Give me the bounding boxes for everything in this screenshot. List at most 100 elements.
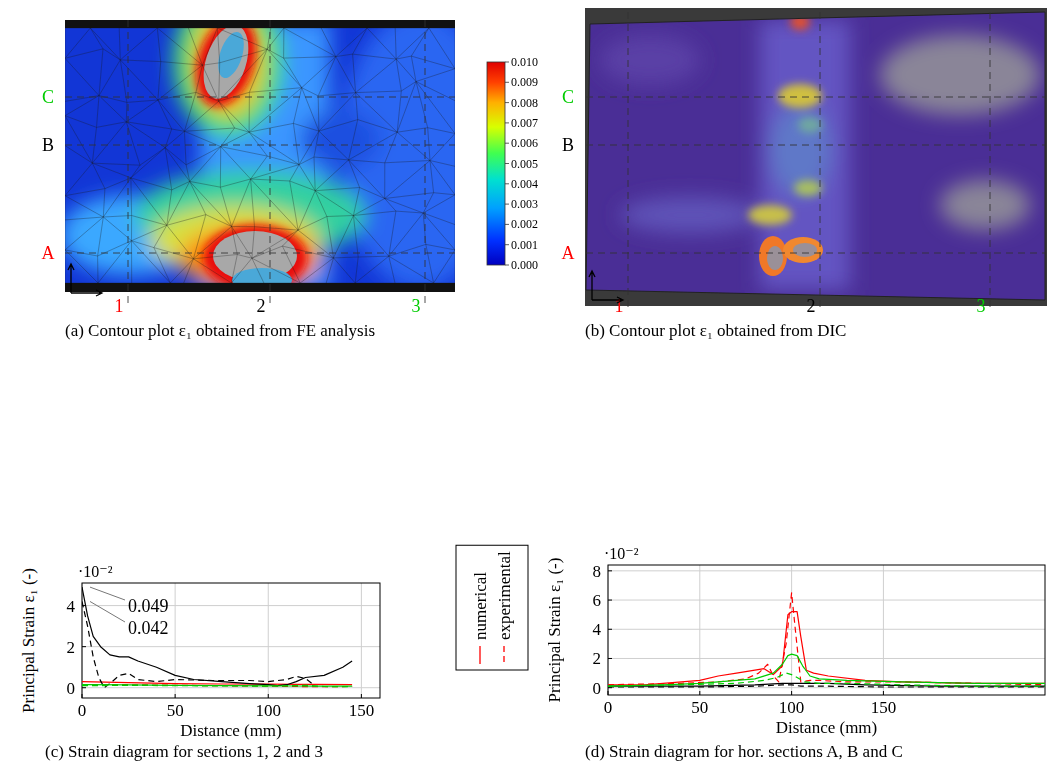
axis-multiplier: ·10⁻²	[604, 545, 639, 562]
fe-contour-panel: 0.0000.0010.0020.0030.0040.0050.0060.007…	[42, 0, 539, 340]
grid-line	[608, 600, 1045, 601]
colorbar-tick-label: 0.000	[511, 258, 538, 272]
tick-label: 8	[593, 562, 602, 581]
axis-arrow	[68, 264, 74, 293]
grid-line	[699, 565, 700, 695]
dic-hotspot	[759, 236, 787, 276]
tick-label: 50	[691, 698, 708, 717]
series-line	[608, 673, 1045, 686]
contour-field	[173, 28, 283, 137]
caption: (b) Contour plot ε₁ obtained from DIC	[585, 321, 846, 340]
dic-field	[620, 197, 760, 233]
dic-image	[585, 8, 1047, 306]
tick	[699, 691, 700, 695]
tick-label: 4	[67, 597, 76, 616]
section-label: B	[562, 135, 574, 155]
section-line	[65, 253, 455, 254]
tick	[608, 570, 612, 571]
colorbar-tick-label: 0.004	[511, 177, 538, 191]
tick-label: 100	[779, 698, 805, 717]
series-line	[82, 685, 352, 686]
caption: (c) Strain diagram for sections 1, 2 and…	[45, 742, 323, 761]
line-chart: 05010015002468·10⁻²Distance (mm)Principa…	[545, 545, 1045, 761]
tick-label: 6	[593, 591, 602, 610]
tick-label: 100	[256, 701, 282, 720]
tick-label: 4	[593, 620, 602, 639]
damage-zone	[213, 29, 249, 81]
dic-hotspot	[798, 117, 822, 133]
tick-label: 0	[593, 679, 602, 698]
axis-arrow	[589, 271, 595, 300]
axis-title: Principal Strain ε₁ (-)	[545, 558, 564, 703]
section-label: 2	[257, 296, 266, 316]
section-line	[270, 20, 271, 305]
series-line	[82, 685, 352, 687]
grid-line	[608, 570, 1045, 571]
tick-label: 0	[67, 679, 76, 698]
contour-image	[65, 28, 455, 283]
caption: (a) Contour plot ε₁ obtained from FE ana…	[65, 321, 375, 340]
tick	[268, 694, 269, 698]
grid-line	[82, 646, 380, 647]
dic-hotspot	[748, 205, 792, 225]
tick-label: 2	[593, 649, 602, 668]
section-label: C	[42, 87, 54, 107]
section-line	[586, 97, 1045, 98]
dic-field	[880, 35, 1040, 115]
section-label: 3	[412, 296, 421, 316]
annotation: 0.049	[128, 596, 169, 616]
photo-background	[585, 8, 1047, 306]
tick-label: 150	[349, 701, 375, 720]
grid-line	[608, 629, 1045, 630]
legend-box	[456, 545, 528, 670]
colorbar-tick-label: 0.005	[511, 157, 538, 171]
dic-hotspot	[790, 14, 810, 30]
colorbar-tick	[505, 163, 509, 164]
caption-line: (b) Contour plot ε₁ obtained from DIC	[585, 321, 846, 340]
section-label: C	[562, 87, 574, 107]
dic-outline	[586, 12, 1045, 300]
tick	[82, 687, 86, 688]
leader-line	[90, 601, 125, 622]
damage-zone	[232, 268, 292, 283]
tick-label: 0	[78, 701, 87, 720]
series-line	[82, 587, 352, 686]
grid-line	[175, 583, 176, 698]
dic-field	[770, 105, 830, 195]
tick-label: 50	[167, 701, 184, 720]
section-line	[820, 12, 821, 312]
dic-field	[760, 20, 850, 290]
section-line	[628, 12, 629, 312]
section-line	[586, 145, 1045, 146]
leader-line	[90, 587, 125, 600]
grid-line	[268, 583, 269, 698]
colorbar-tick-label: 0.002	[511, 217, 538, 231]
colorbar-tick	[505, 183, 509, 184]
tick	[361, 694, 362, 698]
tick	[82, 646, 86, 647]
series-group	[608, 593, 1045, 687]
tick	[608, 629, 612, 630]
colorbar-tick-label: 0.001	[511, 238, 538, 252]
section-line	[425, 20, 426, 305]
fe-mesh	[65, 28, 455, 283]
caption-line: (a) Contour plot ε₁ obtained from FE ana…	[65, 321, 375, 340]
colorbar-tick-label: 0.007	[511, 116, 538, 130]
annotation: 0.042	[128, 618, 169, 638]
tick	[608, 600, 612, 601]
dic-hotspot	[778, 84, 822, 108]
plot-frame	[82, 583, 380, 698]
legend-swatch	[479, 646, 480, 664]
section-line	[586, 253, 1045, 254]
figure: 0.0000.0010.0020.0030.0040.0050.0060.007…	[0, 0, 1057, 769]
legend: numericalexperimental	[456, 545, 528, 670]
dic-field	[748, 14, 822, 225]
caption-line: (c) Strain diagram for sections 1, 2 and…	[45, 742, 323, 761]
series-line	[82, 685, 352, 686]
contour-field	[65, 28, 455, 283]
section-label: 2	[807, 296, 816, 316]
dic-field	[585, 8, 1047, 306]
tick	[82, 694, 83, 698]
tick-label: 0	[604, 698, 613, 717]
grid-line	[883, 565, 884, 695]
